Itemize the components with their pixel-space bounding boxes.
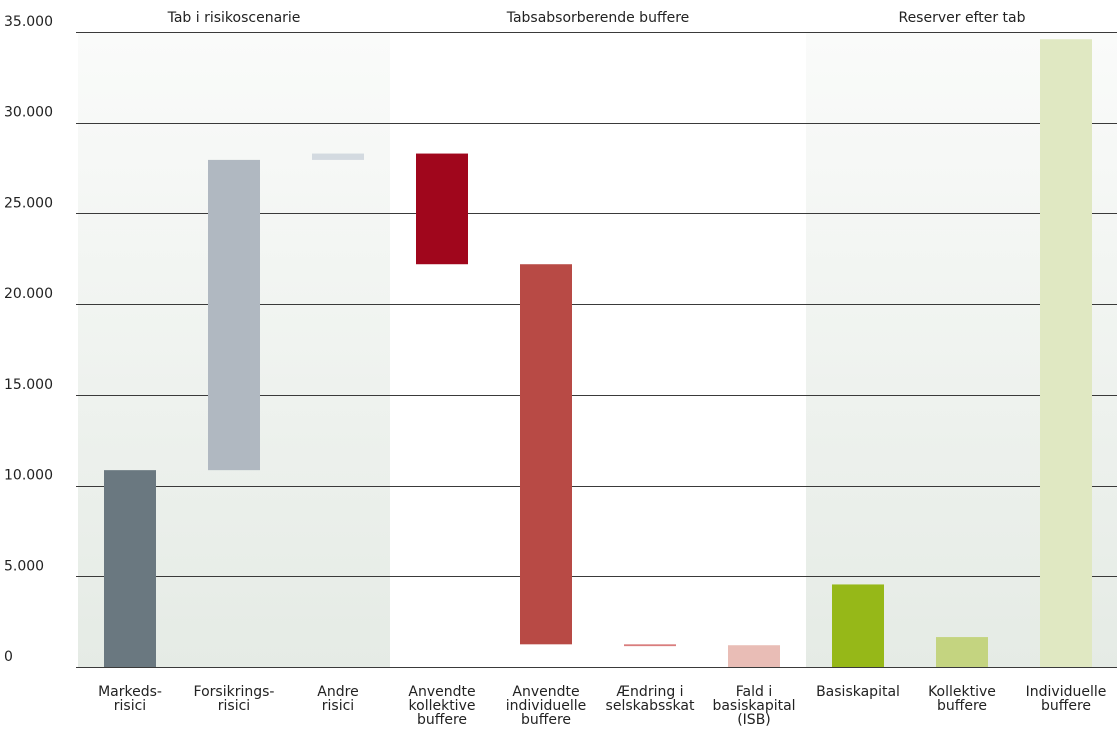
bar-2 — [312, 153, 364, 160]
category-label-line: buffere — [521, 712, 571, 728]
y-tick-label-6: 30.000 — [4, 105, 53, 121]
category-label-line: (ISB) — [737, 712, 771, 728]
group-label-2: Reserver efter tab — [898, 10, 1025, 26]
category-label-line: Kollektive — [928, 684, 996, 700]
category-label-0: Markeds-risici — [98, 684, 162, 714]
category-label-4: Anvendte individuelle buffere — [506, 684, 586, 728]
category-label-line: Fald i — [736, 684, 772, 700]
category-label-line: Andre — [317, 684, 358, 700]
category-label-line: risici — [114, 698, 146, 714]
bar-6 — [728, 645, 780, 667]
category-label-line: risici — [322, 698, 354, 714]
category-label-5: Ændring i selskabsskat — [606, 684, 695, 714]
y-tick-label-7: 35.000 — [4, 14, 53, 30]
category-label-line: risici — [218, 698, 250, 714]
bar-3 — [416, 153, 468, 265]
category-label-line: kollektive — [409, 698, 476, 714]
category-label-line: Markeds- — [98, 684, 162, 700]
category-label-6: Fald i basiskapital (ISB) — [712, 684, 795, 728]
category-label-line: buffere — [937, 698, 987, 714]
category-label-line: buffere — [1041, 698, 1091, 714]
category-label-line: Forsikrings- — [194, 684, 275, 700]
category-label-8: Kollektive buffere — [928, 684, 996, 714]
category-label-9: Individuelle buffere — [1026, 684, 1107, 714]
bar-4 — [520, 264, 572, 645]
bar-9 — [1040, 39, 1092, 667]
y-tick-label-3: 15.000 — [4, 377, 53, 393]
category-label-line: Basiskapital — [816, 684, 900, 700]
category-label-line: Anvendte — [408, 684, 475, 700]
category-label-line: Individuelle — [1026, 684, 1107, 700]
y-tick-label-5: 25.000 — [4, 195, 53, 211]
y-tick-label-4: 20.000 — [4, 286, 53, 302]
category-label-line: selskabsskat — [606, 698, 695, 714]
category-label-3: Anvendte kollektive buffere — [408, 684, 475, 728]
bar-layer — [104, 39, 1092, 667]
category-label-7: Basiskapital — [816, 684, 900, 700]
category-label-line: buffere — [417, 712, 467, 728]
bar-5 — [624, 644, 676, 647]
group-header-labels: Tab i risikoscenarie Tabsabsorberende buf… — [167, 10, 1026, 26]
y-axis-tick-labels: 0 5.000 10.000 15.000 20.000 25.000 30.000 35.0… — [4, 14, 53, 665]
category-label-line: Anvendte — [512, 684, 579, 700]
category-label-line: basiskapital — [712, 698, 795, 714]
y-tick-label-0: 0 — [4, 649, 13, 665]
bar-8 — [936, 637, 988, 667]
bar-1 — [208, 159, 260, 471]
bar-0 — [104, 470, 156, 667]
category-label-1: Forsikrings-risici — [194, 684, 275, 714]
category-label-line: Ændring i — [616, 684, 683, 700]
y-tick-label-2: 10.000 — [4, 468, 53, 484]
y-tick-label-1: 5.000 — [4, 558, 44, 574]
category-label-line: individuelle — [506, 698, 586, 714]
group-label-0: Tab i risikoscenarie — [167, 10, 301, 26]
group-label-1: Tabsabsorberende buffere — [506, 10, 690, 26]
category-label-2: Andre risici — [317, 684, 358, 714]
bar-7 — [832, 584, 884, 667]
